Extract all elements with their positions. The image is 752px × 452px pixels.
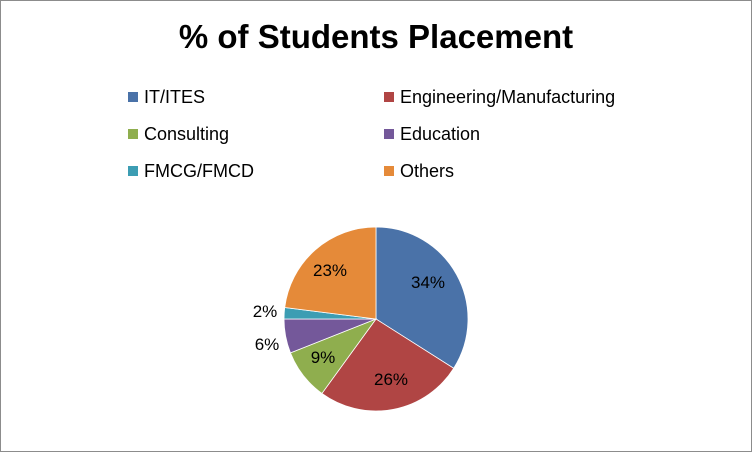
legend-swatch-consulting: [128, 129, 138, 139]
legend-label-consulting: Consulting: [144, 123, 230, 144]
legend-item-consulting: Consulting: [128, 122, 229, 146]
data-label-it-ites: 34%: [411, 273, 445, 292]
legend-label-it-ites: IT/ITES: [144, 86, 206, 107]
legend-label-others: Others: [400, 160, 455, 181]
legend-item-fmcg-fmcd: FMCG/FMCD: [128, 159, 254, 183]
legend-label-engineering-manufacturing: Engineering/Manufacturing: [400, 86, 616, 107]
data-label-consulting: 9%: [311, 348, 336, 367]
legend-label-education: Education: [400, 123, 481, 144]
legend-swatch-others: [384, 166, 394, 176]
data-label-education: 6%: [255, 335, 280, 354]
legend-swatch-engineering-manufacturing: [384, 92, 394, 102]
legend-item-others: Others: [384, 159, 454, 183]
pie-slice-it-ites: [375, 226, 469, 369]
chart-title: % of Students Placement: [178, 18, 574, 55]
legend-label-fmcg-fmcd: FMCG/FMCD: [144, 160, 254, 181]
legend-item-education: Education: [384, 122, 480, 146]
chart-legend: IT/ITES Engineering/Manufacturing Consul…: [0, 0, 752, 200]
data-label-others: 23%: [313, 261, 347, 280]
legend-swatch-it-ites: [128, 92, 138, 102]
data-label-fmcg-fmcd: 2%: [253, 302, 278, 321]
data-label-engineering-manufacturing: 26%: [374, 370, 408, 389]
pie-slice-engineering-manufacturing: [321, 318, 455, 412]
legend-item-it-ites: IT/ITES: [128, 85, 205, 109]
legend-swatch-education: [384, 129, 394, 139]
pie-slice-others: [284, 226, 377, 320]
legend-item-engineering-manufacturing: Engineering/Manufacturing: [384, 85, 615, 109]
legend-swatch-fmcg-fmcd: [128, 166, 138, 176]
